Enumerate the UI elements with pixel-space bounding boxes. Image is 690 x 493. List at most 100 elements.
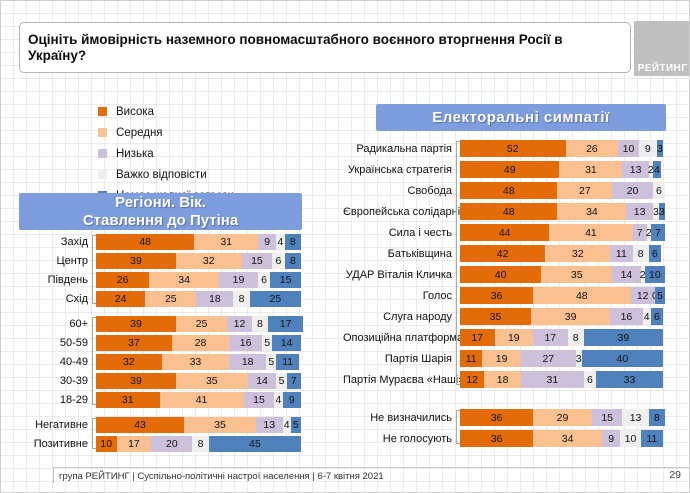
footer-divider-tick — [53, 467, 54, 484]
segment-value: 17 — [471, 331, 484, 344]
row-label: 60+ — [69, 318, 88, 330]
chart-row: Партія Шарія 11 19 27 3 40 — [343, 350, 677, 367]
bar-segment: 4 — [274, 392, 283, 408]
left-chart: Захід 48 31 9 4 8 Центр 39 32 15 6 8 Південь 26 34 19 6 1… — [21, 234, 323, 455]
bar-segment: 11 — [610, 245, 633, 262]
bar-segment: 41 — [159, 392, 244, 408]
chart-row: Не голосують 36 34 9 10 11 — [343, 430, 677, 447]
left-chart-header-line1: Регіони. Вік. — [115, 194, 206, 211]
bar-segment: 9 — [282, 392, 301, 408]
segment-value: 25 — [195, 318, 208, 330]
bar-segment: 25 — [145, 291, 197, 307]
segment-value: 2 — [647, 163, 654, 176]
segment-value: 27 — [578, 184, 591, 197]
stacked-bar: 40 35 14 2 10 — [460, 266, 665, 283]
segment-value: 6 — [651, 247, 658, 260]
segment-value: 11 — [465, 352, 477, 365]
segment-value: 32 — [122, 356, 135, 368]
segment-value: 44 — [498, 226, 511, 239]
bar-segment: 4 — [282, 417, 291, 433]
bar-segment: 6 — [272, 253, 285, 269]
stacked-bar: 11 19 27 3 40 — [460, 350, 663, 367]
page-title: Оцініть ймовірність наземного повномасшт… — [19, 22, 631, 73]
bar-segment: 13 — [622, 161, 649, 178]
bar-segment: 35 — [175, 373, 248, 389]
bar-segment: 9 — [257, 234, 277, 250]
chart-group: Негативне 43 35 13 4 5 Позитивне 10 17 20 8 45 — [21, 417, 323, 452]
segment-value: 14 — [620, 268, 633, 281]
bar-segment: 2 — [646, 224, 652, 241]
chart-row: Голос36481205 — [343, 287, 677, 304]
chart-row: Партія Мураєва «Наші» 12 18 31 6 33 — [343, 371, 677, 388]
stacked-bar: 39 35 14 5 7 — [96, 373, 301, 389]
segment-value: 18 — [209, 293, 221, 305]
segment-value: 35 — [214, 419, 226, 431]
bar-segment: 8 — [233, 291, 250, 307]
bar-segment: 15 — [270, 272, 301, 288]
segment-value: 19 — [507, 331, 520, 344]
segment-value: 11 — [615, 247, 627, 260]
bar-segment: 3 — [652, 203, 659, 220]
bar-segment: 36 — [460, 287, 534, 304]
bar-segment: 27 — [520, 350, 576, 367]
row-label: Південь — [47, 274, 88, 286]
bar-segment: 52 — [460, 140, 566, 157]
bar-segment: 42 — [460, 245, 546, 262]
row-label: Центр — [56, 255, 89, 267]
bar-segment: 3 — [575, 350, 582, 367]
segment-value: 39 — [564, 310, 577, 323]
bar-segment: 17 — [460, 329, 495, 346]
bar-segment: 33 — [595, 371, 663, 388]
stacked-bar: 48 31 9 4 8 — [96, 234, 301, 250]
bar-segment: 39 — [96, 316, 176, 332]
segment-value: 26 — [586, 142, 598, 155]
bar-segment: 26 — [565, 140, 619, 157]
bar-segment: 48 — [96, 234, 195, 250]
bar-segment: 39 — [531, 308, 611, 325]
stacked-bar: 52 26 10 9 3 — [460, 140, 663, 157]
bar-segment: 5 — [266, 354, 277, 370]
legend-item: Важко відповісти — [98, 164, 234, 185]
bar-segment: 5 — [654, 287, 666, 304]
bar-segment: 48 — [460, 203, 558, 220]
bar-segment: 34 — [533, 430, 603, 447]
segment-value: 3 — [659, 205, 665, 218]
segment-value: 14 — [280, 337, 293, 349]
segment-value: 19 — [495, 352, 508, 365]
segment-value: 17 — [279, 318, 292, 330]
segment-value: 39 — [130, 375, 142, 387]
segment-value: 36 — [490, 432, 503, 445]
segment-value: 8 — [238, 293, 245, 305]
bar-segment: 40 — [460, 266, 542, 283]
bar-segment: 12 — [227, 316, 252, 332]
legend-swatch — [98, 170, 107, 179]
segment-value: 33 — [189, 356, 202, 368]
bar-segment: 8 — [648, 409, 665, 426]
stacked-bar: 17 19 17 8 39 — [460, 329, 663, 346]
right-chart-header: Електоральні симпатії — [376, 104, 666, 131]
chart-row: 30-39 39 35 14 5 7 — [21, 373, 323, 389]
stacked-bar: 32 33 18 5 11 — [96, 354, 299, 370]
row-label: 40-49 — [59, 356, 88, 368]
stacked-bar: 48 34 13 3 3 — [460, 203, 665, 220]
segment-value: 31 — [546, 373, 559, 386]
chart-row: Позитивне 10 17 20 8 45 — [21, 436, 323, 452]
bar-segment: 33 — [161, 354, 230, 370]
bar-segment: 43 — [96, 417, 185, 433]
row-label: Радикальна партія — [356, 142, 452, 155]
segment-value: 13 — [263, 419, 276, 431]
segment-value: 11 — [282, 356, 294, 368]
segment-value: 40 — [494, 268, 507, 281]
stacked-bar: 36 34 9 10 11 — [460, 430, 663, 447]
segment-value: 24 — [114, 293, 127, 305]
segment-value: 11 — [646, 432, 658, 445]
bar-segment: 18 — [229, 354, 267, 370]
segment-value: 5 — [264, 337, 271, 349]
segment-value: 41 — [585, 226, 597, 239]
bar-segment: 32 — [545, 245, 611, 262]
segment-value: 6 — [655, 184, 662, 197]
segment-value: 36 — [490, 411, 503, 424]
bar-segment: 4 — [276, 234, 285, 250]
segment-value: 31 — [585, 163, 597, 176]
bar-segment: 5 — [262, 335, 273, 351]
